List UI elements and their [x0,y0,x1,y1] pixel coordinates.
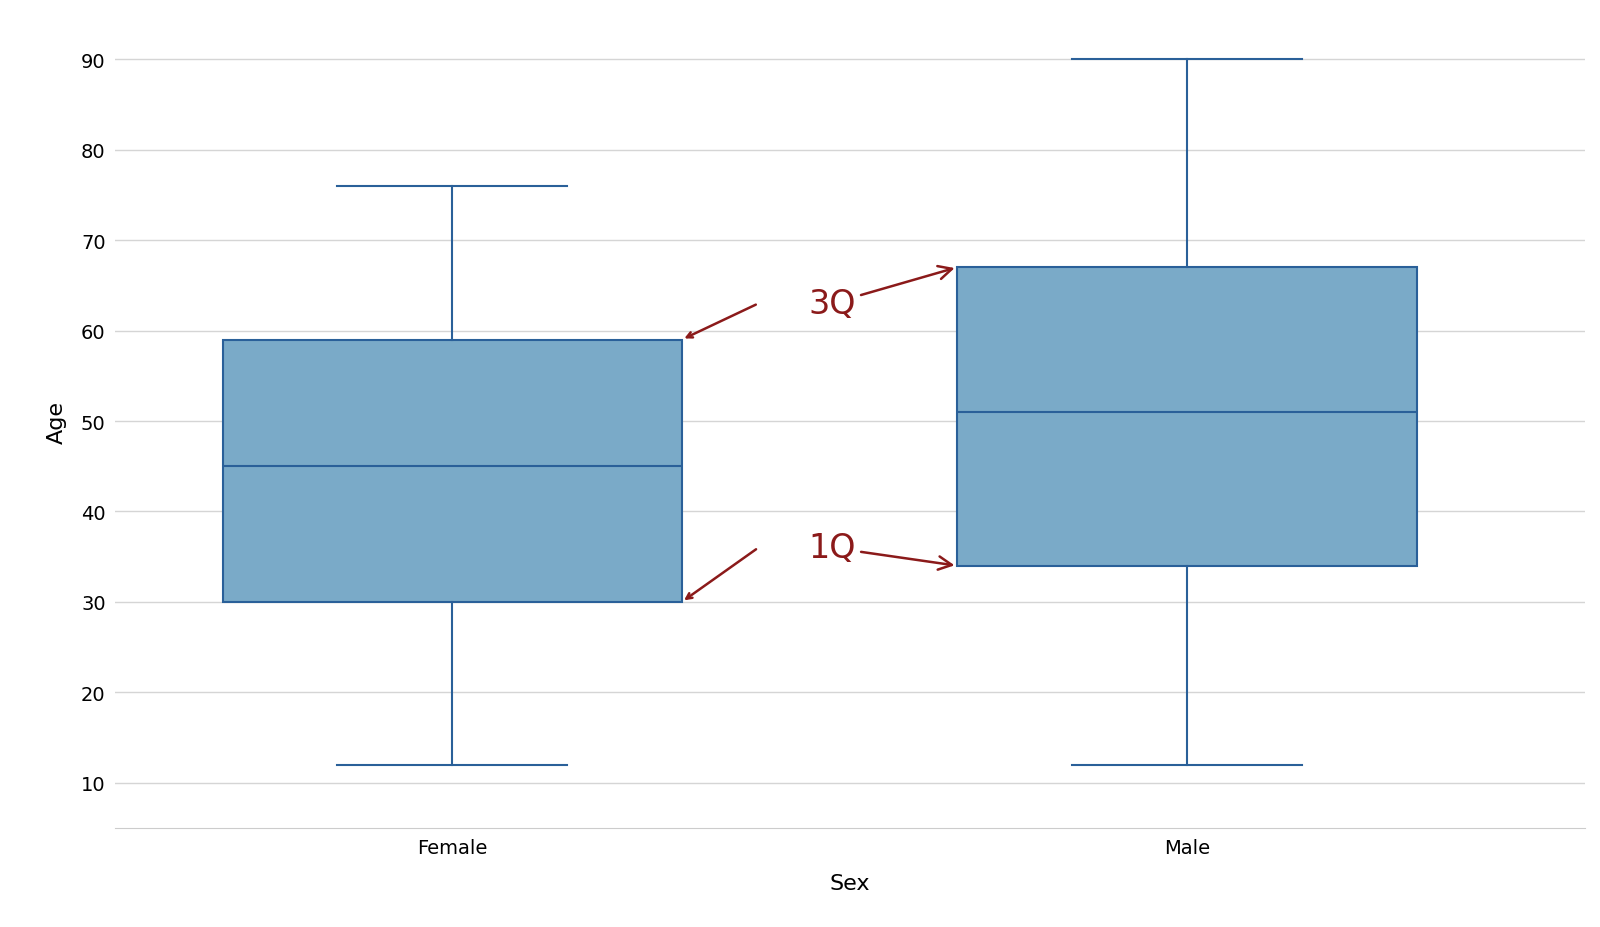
Y-axis label: Age: Age [46,400,67,443]
X-axis label: Sex: Sex [830,873,870,894]
PathPatch shape [222,340,682,603]
Text: 1Q: 1Q [808,531,952,570]
PathPatch shape [957,268,1416,566]
Text: 3Q: 3Q [808,267,952,321]
